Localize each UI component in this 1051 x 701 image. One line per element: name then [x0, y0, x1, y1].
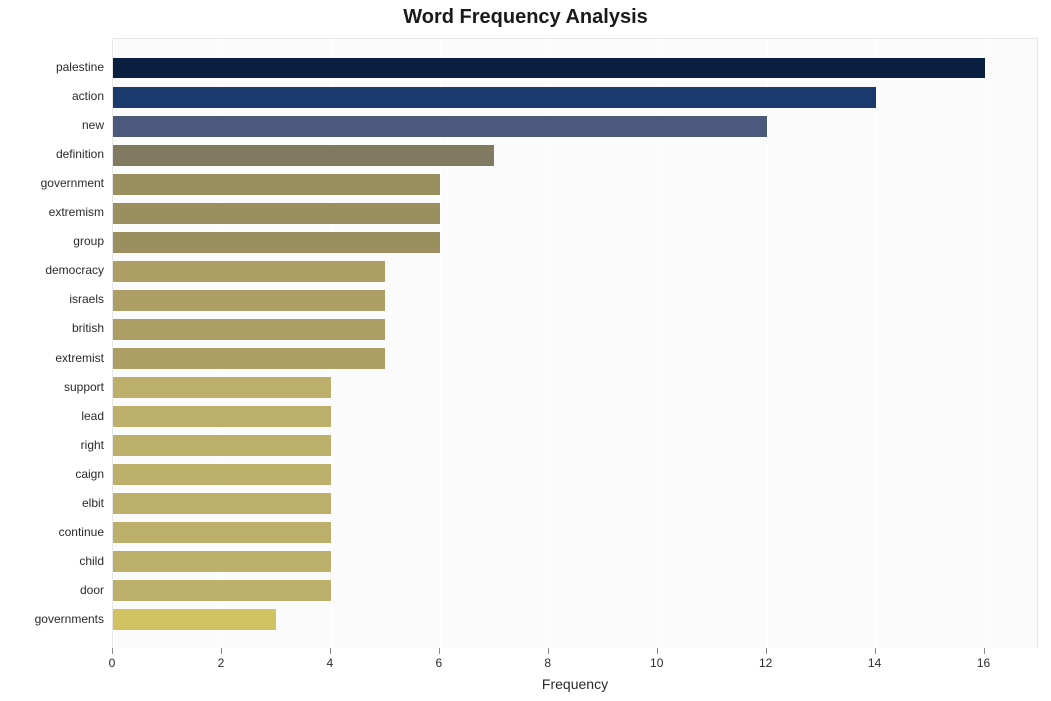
- bar: [113, 522, 331, 543]
- plot-area: [112, 38, 1038, 648]
- x-axis-label: Frequency: [112, 676, 1038, 692]
- y-tick-label: government: [41, 176, 104, 190]
- bar: [113, 261, 385, 282]
- x-tick-label: 16: [977, 656, 990, 670]
- bar: [113, 174, 440, 195]
- x-tick-label: 12: [759, 656, 772, 670]
- x-tick-label: 14: [868, 656, 881, 670]
- y-tick-label: door: [80, 583, 104, 597]
- grid-line: [767, 39, 768, 648]
- chart-title: Word Frequency Analysis: [0, 6, 1051, 29]
- bar: [113, 406, 331, 427]
- x-tick: [548, 648, 549, 654]
- y-tick-label: israels: [69, 292, 104, 306]
- y-tick-label: new: [82, 118, 104, 132]
- bar: [113, 435, 331, 456]
- x-tick-label: 0: [109, 656, 116, 670]
- bar: [113, 493, 331, 514]
- y-tick-label: lead: [81, 409, 104, 423]
- x-tick: [221, 648, 222, 654]
- bar: [113, 464, 331, 485]
- y-tick-label: extremism: [49, 205, 104, 219]
- grid-line: [985, 39, 986, 648]
- x-tick: [657, 648, 658, 654]
- word-frequency-chart: Word Frequency Analysis palestine action n…: [0, 0, 1051, 701]
- x-tick-label: 4: [327, 656, 334, 670]
- bar: [113, 116, 767, 137]
- x-tick-label: 2: [218, 656, 225, 670]
- x-tick: [112, 648, 113, 654]
- bar: [113, 580, 331, 601]
- y-tick-label: extremist: [55, 351, 104, 365]
- bar: [113, 348, 385, 369]
- bar: [113, 87, 876, 108]
- y-tick-label: palestine: [56, 60, 104, 74]
- x-tick: [330, 648, 331, 654]
- y-tick-label: group: [73, 234, 104, 248]
- bar: [113, 377, 331, 398]
- y-tick-label: caign: [75, 467, 104, 481]
- bar: [113, 203, 440, 224]
- x-tick: [766, 648, 767, 654]
- x-tick-label: 6: [435, 656, 442, 670]
- y-tick-label: democracy: [45, 263, 104, 277]
- bar: [113, 609, 276, 630]
- bar: [113, 319, 385, 340]
- y-tick-label: continue: [59, 525, 104, 539]
- bar: [113, 290, 385, 311]
- bar: [113, 58, 985, 79]
- y-tick-label: governments: [35, 612, 104, 626]
- y-tick-label: definition: [56, 147, 104, 161]
- x-tick: [875, 648, 876, 654]
- y-tick-label: right: [81, 438, 104, 452]
- bar: [113, 145, 494, 166]
- y-tick-label: elbit: [82, 496, 104, 510]
- y-tick-label: british: [72, 321, 104, 335]
- x-tick-label: 8: [544, 656, 551, 670]
- y-tick-label: action: [72, 89, 104, 103]
- x-tick: [439, 648, 440, 654]
- y-tick-label: support: [64, 380, 104, 394]
- bar: [113, 232, 440, 253]
- bar: [113, 551, 331, 572]
- grid-line: [876, 39, 877, 648]
- y-tick-label: child: [79, 554, 104, 568]
- x-tick: [984, 648, 985, 654]
- x-tick-label: 10: [650, 656, 663, 670]
